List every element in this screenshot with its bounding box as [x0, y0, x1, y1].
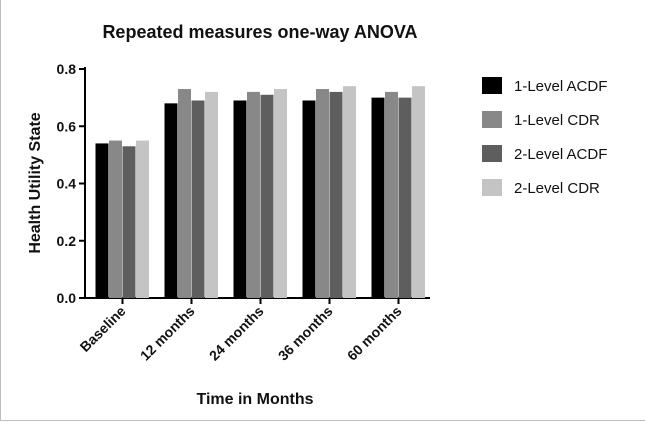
bar — [398, 97, 412, 298]
legend: 1-Level ACDF 1-Level CDR 2-Level ACDF 2-Lev… — [482, 77, 607, 197]
y-tick-label: 0.0 — [57, 290, 77, 306]
bar — [164, 103, 178, 298]
bar — [274, 89, 287, 298]
bar — [122, 146, 136, 298]
x-tick-label: 36 months — [275, 303, 336, 364]
bar — [316, 89, 329, 298]
x-axis-label: Time in Months — [196, 391, 313, 408]
bar — [109, 140, 122, 298]
bar — [136, 140, 149, 298]
bar — [191, 100, 205, 298]
x-tick-label: Baseline — [77, 303, 129, 355]
chart-title: Repeated measures one-way ANOVA — [102, 22, 417, 42]
plot-area: 0.0 0.2 0.4 0.6 0.8 Baseline 12 months 24 month… — [57, 61, 430, 364]
bar — [233, 100, 247, 298]
bar — [385, 91, 398, 299]
y-axis-label: Health Utility State — [27, 112, 44, 253]
y-tick-label: 0.6 — [57, 118, 77, 134]
legend-swatch — [482, 179, 502, 196]
bar — [178, 89, 191, 298]
legend-label: 2-Level ACDF — [514, 146, 607, 163]
legend-label: 1-Level ACDF — [514, 78, 607, 95]
bar — [260, 94, 274, 298]
bar — [371, 97, 385, 298]
bar — [343, 86, 356, 298]
bar — [247, 91, 260, 299]
bar — [95, 143, 109, 298]
legend-swatch — [482, 77, 502, 94]
bar — [412, 86, 425, 298]
y-tick-label: 0.2 — [57, 233, 77, 249]
y-tick-label: 0.4 — [57, 176, 77, 192]
x-tick-label: 60 months — [344, 303, 405, 364]
legend-label: 1-Level CDR — [514, 112, 600, 129]
bar — [302, 100, 316, 298]
legend-swatch — [482, 111, 502, 128]
legend-swatch — [482, 145, 502, 162]
x-tick-label: 24 months — [206, 303, 267, 364]
x-tick-label: 12 months — [137, 303, 198, 364]
legend-label: 2-Level CDR — [514, 180, 600, 197]
bar — [205, 91, 218, 299]
bar — [329, 91, 343, 299]
y-tick-label: 0.8 — [57, 61, 77, 77]
